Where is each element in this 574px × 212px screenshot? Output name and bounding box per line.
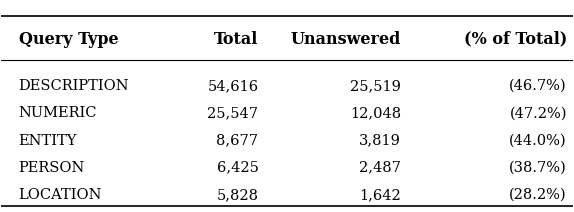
Text: (46.7%): (46.7%) bbox=[509, 79, 567, 93]
Text: 25,547: 25,547 bbox=[207, 106, 258, 120]
Text: PERSON: PERSON bbox=[18, 161, 85, 175]
Text: NUMERIC: NUMERIC bbox=[18, 106, 97, 120]
Text: Unanswered: Unanswered bbox=[291, 31, 401, 47]
Text: (38.7%): (38.7%) bbox=[509, 161, 567, 175]
Text: Query Type: Query Type bbox=[18, 31, 118, 47]
Text: 5,828: 5,828 bbox=[216, 188, 258, 202]
Text: 54,616: 54,616 bbox=[207, 79, 258, 93]
Text: 8,677: 8,677 bbox=[216, 134, 258, 148]
Text: LOCATION: LOCATION bbox=[18, 188, 102, 202]
Text: DESCRIPTION: DESCRIPTION bbox=[18, 79, 129, 93]
Text: 3,819: 3,819 bbox=[359, 134, 401, 148]
Text: (% of Total): (% of Total) bbox=[464, 31, 567, 47]
Text: (47.2%): (47.2%) bbox=[509, 106, 567, 120]
Text: Total: Total bbox=[214, 31, 258, 47]
Text: 6,425: 6,425 bbox=[216, 161, 258, 175]
Text: 1,642: 1,642 bbox=[359, 188, 401, 202]
Text: 25,519: 25,519 bbox=[350, 79, 401, 93]
Text: 2,487: 2,487 bbox=[359, 161, 401, 175]
Text: 12,048: 12,048 bbox=[350, 106, 401, 120]
Text: (28.2%): (28.2%) bbox=[509, 188, 567, 202]
Text: (44.0%): (44.0%) bbox=[509, 134, 567, 148]
Text: ENTITY: ENTITY bbox=[18, 134, 77, 148]
